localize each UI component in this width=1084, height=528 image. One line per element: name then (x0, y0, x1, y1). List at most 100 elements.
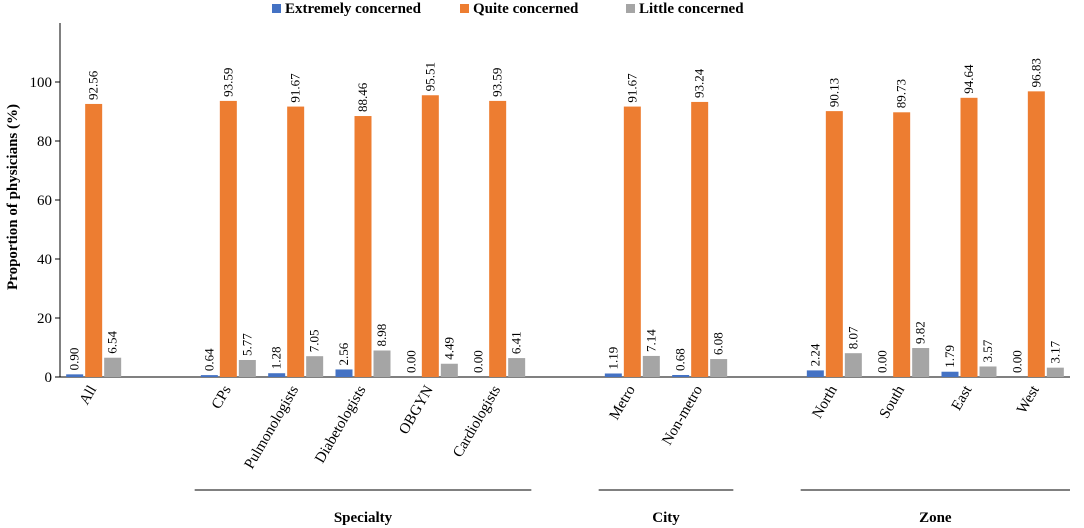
data-label: 89.73 (894, 79, 909, 108)
data-label: 0.00 (471, 350, 486, 373)
data-label: 8.07 (845, 326, 860, 349)
bar-extremely-concerned (604, 373, 622, 377)
category-label: North (809, 383, 841, 422)
bar-little-concerned (1046, 367, 1064, 377)
y-tick-label: 80 (37, 134, 52, 150)
data-label: 6.54 (105, 330, 120, 353)
bar-quite-concerned (691, 101, 709, 377)
category-label: All (77, 383, 100, 408)
data-label: 2.24 (807, 343, 822, 366)
category-label: West (1014, 382, 1043, 416)
y-tick-label: 20 (37, 311, 52, 327)
legend: Extremely concerned Quite concerned Litt… (272, 1, 744, 17)
legend-label-little: Little concerned (639, 1, 744, 17)
data-label: 3.17 (1047, 340, 1062, 363)
y-tick-label: 60 (37, 193, 52, 209)
bar-little-concerned (373, 350, 391, 377)
legend-swatch-quite (460, 4, 469, 13)
data-label: 2.56 (336, 342, 351, 365)
bar-little-concerned (440, 363, 458, 377)
bar-quite-concerned (623, 106, 641, 377)
data-label: 96.83 (1028, 58, 1043, 87)
group-label: City (652, 510, 680, 526)
group-label: Specialty (334, 510, 393, 526)
data-label: 1.28 (269, 346, 284, 369)
category-label: Cardiologists (450, 383, 504, 460)
data-label: 93.24 (692, 68, 707, 98)
bar-extremely-concerned (200, 375, 218, 377)
category-label: Metro (607, 383, 639, 423)
category-label: OBGYN (396, 383, 437, 437)
category-label: Pulmonologists (242, 383, 303, 472)
bar-quite-concerned (893, 112, 911, 378)
bar-little-concerned (104, 357, 122, 377)
bar-little-concerned (844, 353, 862, 377)
bar-quite-concerned (287, 106, 305, 377)
y-axis-title: Proportion of physicians (%) (5, 104, 21, 290)
category-label: Non-metro (659, 383, 706, 448)
legend-label-extremely: Extremely concerned (285, 1, 422, 17)
bar-quite-concerned (825, 111, 843, 378)
category-labels: All CPs Pulmonologists Diabetologists OBGYN C… (77, 382, 1044, 472)
data-label: 91.67 (624, 73, 639, 103)
data-label: 7.05 (307, 329, 322, 352)
data-label: 7.14 (643, 329, 658, 352)
data-label: 1.19 (605, 347, 620, 370)
legend-swatch-extremely (272, 4, 281, 13)
data-label: 0.00 (403, 350, 418, 373)
y-tick-label: 100 (30, 75, 53, 91)
category-label: East (949, 382, 976, 413)
bar-extremely-concerned (672, 374, 690, 377)
bar-quite-concerned (219, 100, 237, 377)
data-label: 93.59 (490, 68, 505, 97)
bars (66, 91, 1064, 378)
data-label: 4.49 (441, 337, 456, 360)
bar-extremely-concerned (941, 371, 959, 377)
data-label: 6.41 (509, 331, 524, 354)
data-label: 92.56 (86, 70, 101, 100)
category-label: South (877, 383, 909, 422)
bar-extremely-concerned (66, 374, 84, 377)
data-label: 6.08 (711, 332, 726, 355)
data-label: 5.77 (239, 333, 254, 356)
category-label: Diabetologists (312, 383, 369, 466)
data-label: 0.00 (1009, 350, 1024, 373)
bar-extremely-concerned (806, 370, 824, 377)
group-label: Zone (919, 510, 952, 526)
data-label: 0.64 (201, 348, 216, 371)
bar-quite-concerned (421, 95, 439, 377)
y-tick-label: 40 (37, 252, 52, 268)
data-label: 95.51 (422, 62, 437, 91)
data-label: 0.00 (875, 350, 890, 373)
bar-little-concerned (306, 356, 324, 377)
bar-little-concerned (508, 358, 526, 377)
bar-little-concerned (238, 359, 256, 377)
data-label: 1.79 (942, 345, 957, 368)
bar-quite-concerned (1027, 91, 1045, 377)
data-labels: 0.90 92.56 6.54 0.64 93.59 5.77 1.28 91.67 7.05 2… (67, 58, 1063, 373)
data-label: 88.46 (355, 82, 370, 112)
bar-quite-concerned (489, 100, 507, 377)
data-label: 0.90 (67, 348, 82, 371)
data-label: 8.98 (374, 324, 389, 347)
legend-swatch-little (626, 4, 635, 13)
data-label: 94.64 (961, 64, 976, 94)
bar-little-concerned (912, 348, 930, 377)
bar-quite-concerned (354, 116, 372, 377)
data-label: 93.59 (220, 68, 235, 97)
data-label: 0.68 (673, 348, 688, 371)
bar-extremely-concerned (268, 373, 286, 377)
bar-quite-concerned (85, 103, 103, 377)
legend-label-quite: Quite concerned (473, 1, 579, 17)
category-label: CPs (209, 383, 235, 412)
data-label: 3.57 (980, 339, 995, 362)
bar-extremely-concerned (335, 369, 353, 377)
bar-quite-concerned (960, 97, 978, 377)
data-label: 90.13 (826, 78, 841, 107)
bar-little-concerned (710, 359, 728, 377)
bar-little-concerned (979, 366, 997, 377)
bar-little-concerned (642, 355, 660, 377)
data-label: 91.67 (288, 73, 303, 103)
y-tick-label: 0 (45, 370, 53, 386)
group-brackets: Specialty City Zone (194, 489, 1070, 526)
